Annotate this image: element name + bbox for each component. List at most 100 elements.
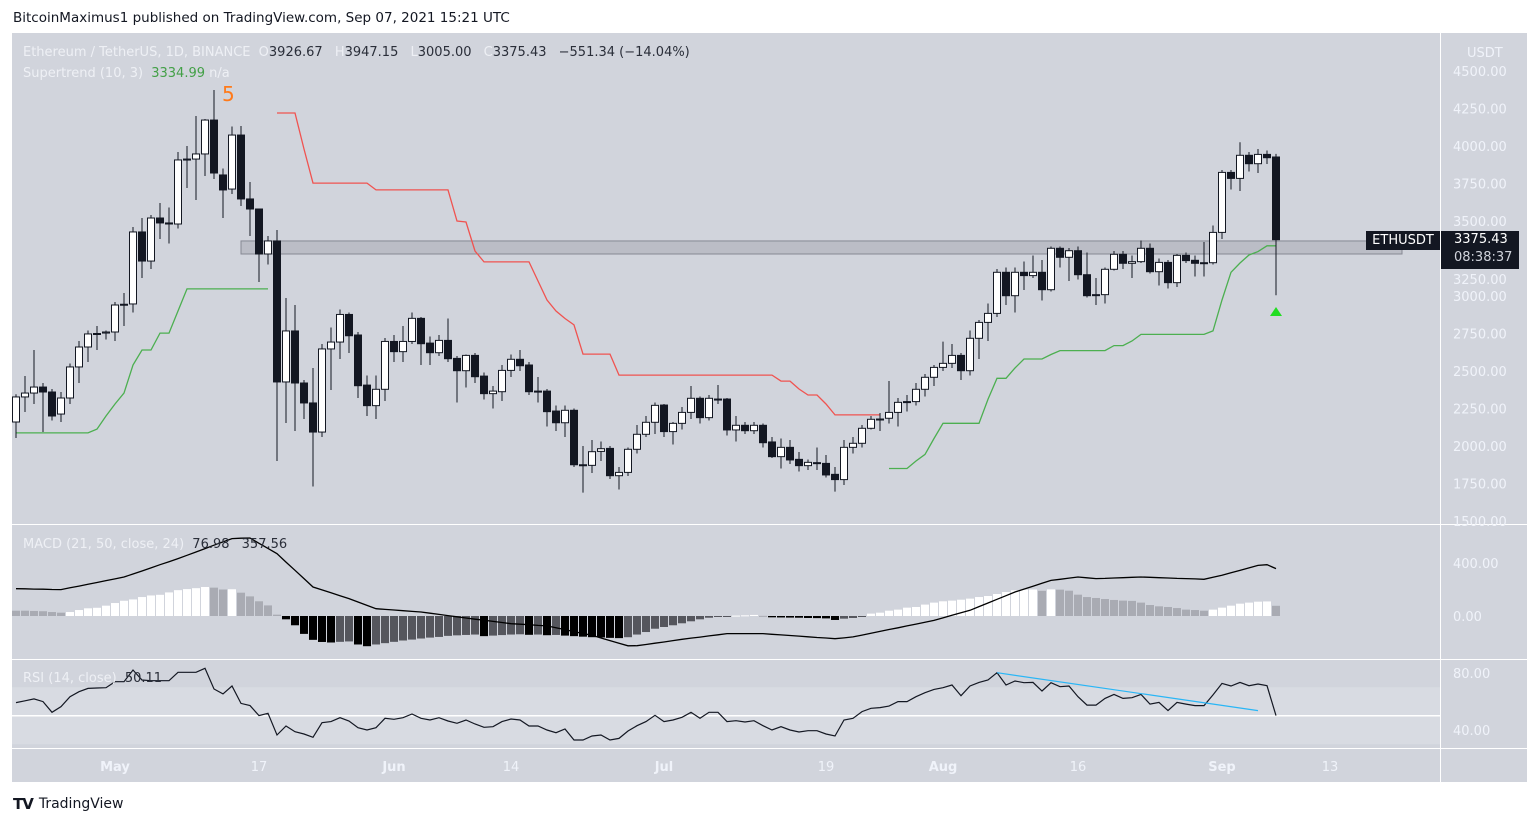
publisher-line: BitcoinMaximus1 published on TradingView… [13, 10, 510, 26]
candle-body-down [957, 354, 965, 372]
candle [741, 422, 749, 434]
candle [237, 126, 245, 206]
candle [111, 302, 119, 341]
brand-name[interactable]: TradingView [38, 796, 124, 812]
close-label: C [483, 45, 493, 60]
macd-histogram-bar [642, 616, 650, 633]
macd-histogram-bar [174, 590, 182, 616]
price-axis-tick: 3750.00 [1453, 178, 1507, 193]
candle-body-down [831, 473, 839, 481]
macd-histogram-bar [1263, 601, 1271, 616]
candle-body-up [1110, 253, 1118, 270]
candle-body-up [903, 401, 911, 404]
candle [57, 392, 65, 422]
macd-histogram-bar [1038, 590, 1046, 616]
candle-body-up [192, 153, 200, 160]
macd-histogram-bar [264, 605, 272, 616]
candle [336, 309, 344, 359]
macd-histogram-bar [1191, 610, 1199, 616]
macd-histogram-bar [858, 616, 866, 617]
candle [912, 383, 920, 406]
symbol-legend: Ethereum / TetherUS, 1D, BINANCE O3926.6… [23, 45, 698, 60]
candle [30, 350, 38, 404]
macd-axis-tick: 0.00 [1453, 610, 1482, 625]
macd-histogram-bar [93, 607, 101, 616]
candle-body-up [147, 217, 155, 262]
candle-body-down [1074, 250, 1082, 276]
candle [435, 335, 443, 356]
candle [471, 353, 479, 383]
macd-histogram-bar [426, 616, 434, 638]
candle-body-up [57, 397, 65, 415]
candle-body-up [12, 396, 20, 423]
macd-histogram-bar [633, 616, 641, 635]
macd-histogram-bar [813, 616, 821, 619]
candle-body-down [246, 198, 254, 210]
candle-body-up [372, 388, 380, 407]
macd-histogram-bar [831, 616, 839, 620]
macd-histogram-bar [75, 610, 83, 616]
macd-histogram-bar [147, 595, 155, 616]
candle-body-up [840, 446, 848, 481]
candle [714, 384, 722, 404]
macd-histogram-bar [498, 616, 506, 636]
macd-histogram-bar [957, 599, 965, 616]
last-price-box: 3375.43 08:38:37 [1441, 231, 1519, 269]
candle [426, 336, 434, 365]
candle-body-down [219, 174, 227, 191]
candle [39, 383, 47, 433]
candle [921, 374, 929, 397]
candle [1119, 251, 1127, 269]
macd-histogram-bar [966, 598, 974, 616]
macd-histogram-bar [255, 601, 263, 616]
macd-histogram-bar [552, 616, 560, 635]
candle [201, 119, 209, 176]
candle [363, 375, 371, 416]
price-axis-tick: 2750.00 [1453, 328, 1507, 343]
macd-histogram-bar [408, 616, 416, 640]
candle [777, 438, 785, 469]
candle-body-down [795, 458, 803, 467]
candle-body-up [129, 231, 137, 305]
macd-histogram-bar [930, 602, 938, 616]
macd-histogram-bar [120, 600, 128, 616]
candle-body-up [534, 390, 542, 393]
macd-histogram-bar [606, 616, 614, 638]
candle [552, 405, 560, 431]
macd-histogram-bar [669, 616, 677, 626]
candle-body-up [1101, 268, 1109, 296]
candle [786, 440, 794, 464]
candle [291, 305, 299, 431]
macd-histogram-bar [948, 600, 956, 616]
macd-histogram-bar [102, 605, 110, 616]
macd-histogram-bar [660, 616, 668, 627]
candle-body-down [1083, 274, 1091, 297]
candle [498, 365, 506, 401]
candle [462, 354, 470, 388]
candle-body-down [1263, 153, 1271, 159]
candle-body-down [1272, 156, 1280, 241]
buy-signal-triangle-icon [1270, 307, 1282, 316]
supertrend-up-line [16, 288, 268, 434]
macd-histogram-bar [138, 597, 146, 616]
macd-histogram-bar [579, 616, 587, 637]
candle [372, 375, 380, 419]
macd-histogram-bar [30, 610, 38, 616]
candle-body-up [507, 358, 515, 371]
candle [1074, 246, 1082, 280]
candle [885, 381, 893, 424]
macd-histogram-bar [993, 594, 1001, 616]
candle-body-down [1119, 253, 1127, 264]
time-axis-tick: 14 [503, 760, 520, 775]
macd-histogram-bar [381, 616, 389, 644]
price-axis-tick: 4500.00 [1453, 65, 1507, 80]
candle [1065, 248, 1073, 281]
candle-body-up [624, 448, 632, 473]
candle [93, 326, 101, 350]
candle [687, 386, 695, 419]
macd-histogram-bar [894, 609, 902, 616]
candle-body-up [264, 240, 272, 255]
macd-histogram-bar [687, 616, 695, 622]
candle-body-up [111, 304, 119, 333]
